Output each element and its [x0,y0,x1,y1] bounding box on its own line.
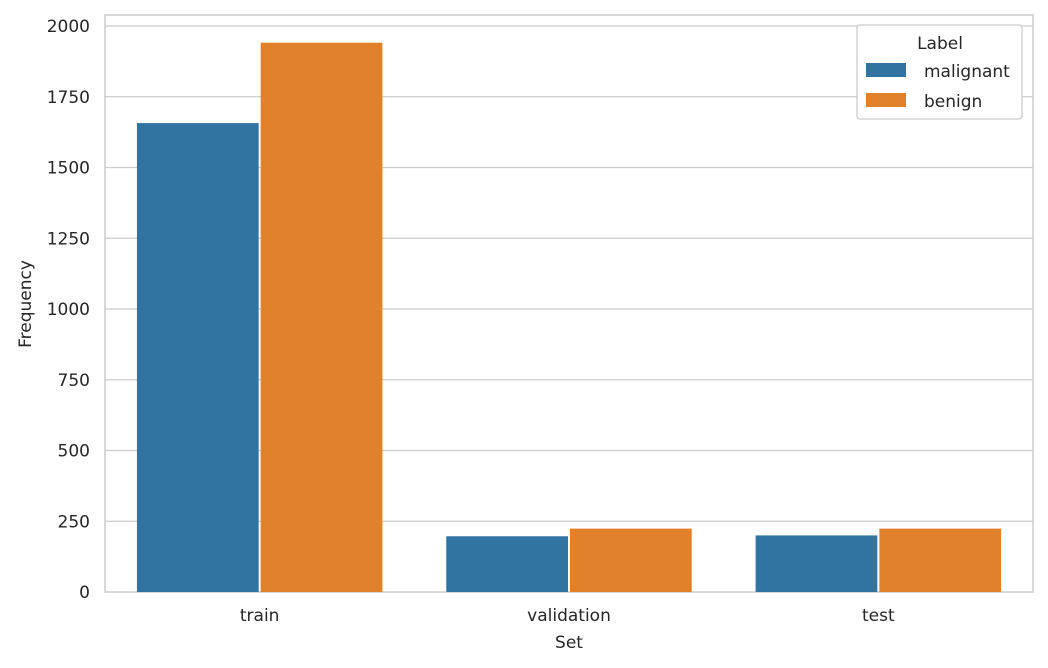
y-tick-label: 1000 [47,300,90,320]
legend-items: malignant benign [866,62,1010,112]
x-tick-labels: train validation test [240,606,895,626]
y-tick-label: 1500 [47,159,90,179]
legend: Label malignant benign [856,24,1023,120]
bar-benign-train [260,42,383,592]
legend-label-malignant: malignant [924,62,1010,82]
bar-benign-validation [570,528,692,592]
bar-malignant-train [136,123,259,592]
y-tick-label: 500 [58,442,90,462]
legend-label-benign: benign [924,92,982,112]
y-tick-label: 2000 [47,17,90,37]
y-tick-label: 0 [79,583,90,603]
y-axis-title: Frequency [16,260,36,348]
y-tick-label: 1250 [47,229,90,249]
x-tick-label: validation [527,606,611,626]
y-tick-label: 750 [58,371,90,391]
x-tick-label: test [862,606,895,626]
bar-malignant-validation [446,536,568,592]
legend-swatch-benign [866,93,906,107]
y-tick-label: 250 [58,512,90,532]
x-axis-title: Set [555,633,583,653]
y-tick-labels: 0 250 500 750 1000 1250 1500 1750 2000 [47,17,90,603]
bar-benign-test [879,528,1002,592]
legend-title: Label [917,34,963,54]
bars [136,42,1002,592]
legend-swatch-malignant [866,63,906,77]
y-tick-label: 1750 [47,88,90,108]
x-tick-label: train [240,606,280,626]
bar-malignant-test [755,535,878,592]
